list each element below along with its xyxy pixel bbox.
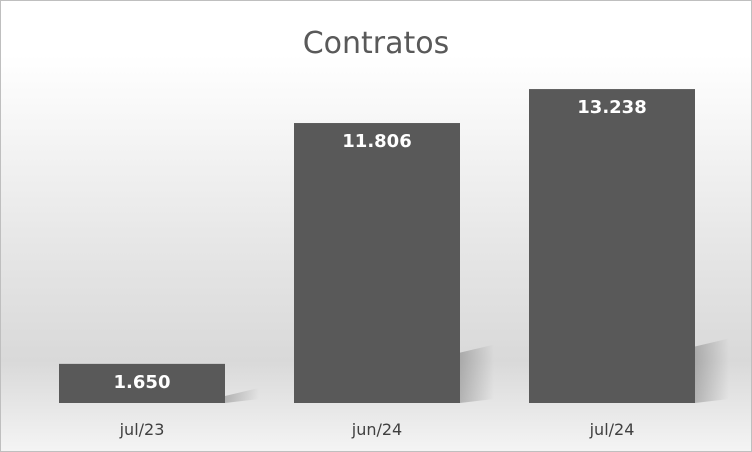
data-label: 1.650 <box>114 372 171 393</box>
category-labels-group: jul/23 jun/24 jul/24 <box>119 420 635 439</box>
bar-shadow <box>460 344 494 403</box>
data-label: 11.806 <box>342 131 411 152</box>
category-label: jul/23 <box>119 420 165 439</box>
bar-shadows <box>225 338 729 403</box>
data-label: 13.238 <box>577 97 646 118</box>
bar-shadow <box>225 387 259 403</box>
category-label: jun/24 <box>351 420 402 439</box>
bar <box>59 363 225 403</box>
bars-group <box>59 89 695 403</box>
chart-title: Contratos <box>303 26 450 61</box>
bar <box>294 123 460 403</box>
bar-shadow <box>695 338 729 403</box>
data-labels-group: 1.650 11.806 13.238 <box>114 97 647 393</box>
bar <box>529 89 695 403</box>
category-label: jul/24 <box>589 420 635 439</box>
